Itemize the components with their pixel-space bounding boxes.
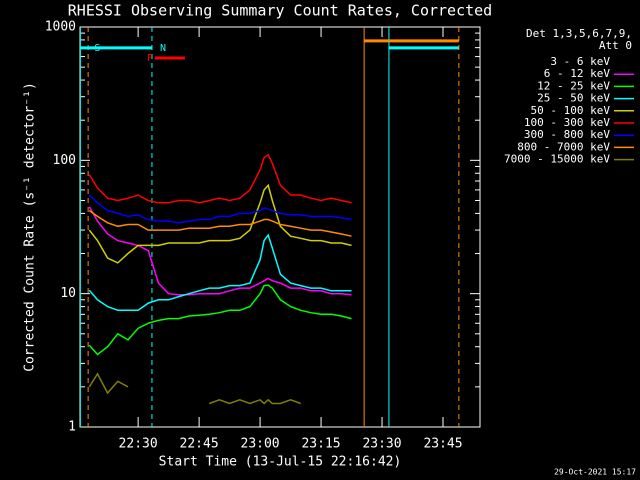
x-tick-label: 23:30 [362, 437, 401, 452]
y-tick-label: 1000 [45, 20, 76, 35]
y-tick-label: 1 [68, 420, 76, 435]
legend-label: 50 - 100 keV [531, 104, 611, 117]
chart-title: RHESSI Observing Summary Count Rates, Co… [68, 2, 492, 20]
legend-title: Det 1,3,5,6,7,9, [526, 27, 632, 40]
footer: 29-Oct-2021 15:17 [554, 468, 636, 477]
series-line [88, 213, 352, 258]
y-tick-label: 100 [53, 153, 76, 168]
x-axis-label: Start Time (13-Jul-15 22:16:42) [159, 455, 402, 470]
series-line [88, 209, 352, 237]
plot-frame [79, 26, 481, 428]
series-line [88, 372, 301, 405]
series-line [88, 284, 352, 356]
y-tick-label: 10 [60, 286, 76, 301]
x-tick-label: 23:15 [301, 437, 340, 452]
legend-label: 6 - 12 keV [544, 67, 611, 80]
x-tick-label: 23:00 [241, 437, 280, 452]
series-line [88, 206, 352, 296]
x-tick-label: 22:30 [119, 437, 158, 452]
legend-label: 100 - 300 keV [524, 116, 610, 129]
legend-label: 7000 - 15000 keV [504, 153, 610, 166]
legend-label: 3 - 6 keV [550, 55, 610, 68]
legend-title: Att 0 [599, 39, 632, 52]
flag-label: S [94, 43, 100, 54]
x-tick-label: 22:45 [180, 437, 219, 452]
legend-label: 12 - 25 keV [537, 79, 610, 92]
series-line [88, 194, 352, 224]
legend-label: 25 - 50 keV [537, 92, 610, 105]
flag-label: N [160, 43, 166, 54]
series-line [88, 233, 352, 312]
y-axis-label: Corrected Count Rate (s⁻¹ detector⁻¹) [23, 82, 38, 372]
legend-label: 800 - 7000 keV [517, 140, 610, 153]
x-tick-label: 23:45 [423, 437, 462, 452]
flag-label: F [147, 53, 153, 64]
series-line [88, 183, 352, 264]
legend-label: 300 - 800 keV [524, 128, 610, 141]
series-line [88, 153, 352, 204]
